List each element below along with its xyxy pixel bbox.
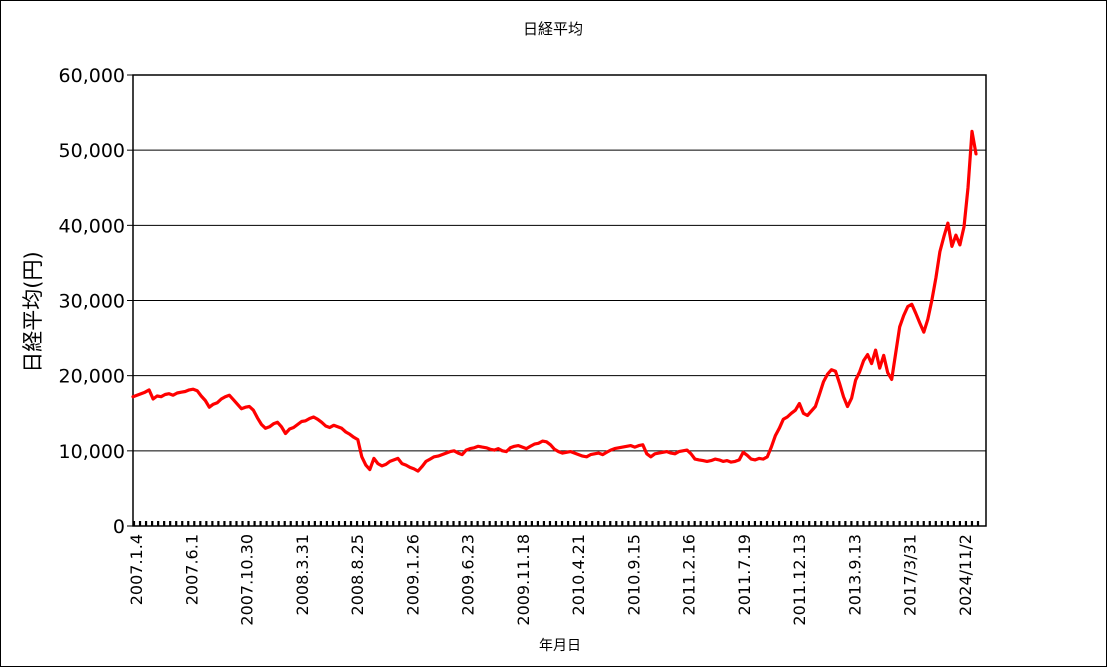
x-tick-label-1: 2007.6.1 xyxy=(182,534,201,605)
x-axis-tick-labels: 2007.1.4 2007.6.1 2007.10.30 2008.3.31 2008.… xyxy=(127,534,975,626)
y-tick-label-4: 40,000 xyxy=(59,215,125,237)
y-tick-label-5: 50,000 xyxy=(59,140,125,162)
x-tick-label-6: 2009.6.23 xyxy=(459,534,478,615)
y-axis-title: 日経平均(円) xyxy=(21,251,45,372)
x-axis-tick-marks xyxy=(132,521,980,526)
series-line-0 xyxy=(131,129,978,473)
x-tick-label-9: 2010.9.15 xyxy=(624,534,643,615)
x-tick-label-10: 2011.2.16 xyxy=(680,534,699,615)
x-tick-label-13: 2013.9.13 xyxy=(845,534,864,615)
x-tick-label-7: 2009.11.18 xyxy=(514,534,533,626)
x-tick-label-12: 2011.12.13 xyxy=(790,534,809,626)
y-tick-label-1: 10,000 xyxy=(59,441,125,463)
grid-lines xyxy=(133,149,986,452)
x-tick-label-4: 2008.8.25 xyxy=(348,534,367,615)
y-axis-ticks: 0 10,000 20,000 30,000 40,000 50,000 60,000 xyxy=(59,65,133,538)
x-axis-title: 年月日 xyxy=(539,638,581,654)
chart-title: 日経平均 xyxy=(523,20,583,38)
x-tick-label-0: 2007.1.4 xyxy=(127,534,146,605)
x-tick-label-8: 2010.4.21 xyxy=(569,534,588,615)
y-tick-label-0: 0 xyxy=(113,516,125,538)
x-tick-label-15: 2024/11/2 xyxy=(956,534,975,616)
x-tick-label-5: 2009.1.26 xyxy=(403,534,422,615)
series-group xyxy=(131,129,978,473)
x-tick-label-3: 2008.3.31 xyxy=(293,534,312,615)
x-tick-label-14: 2017/3/31 xyxy=(901,534,920,616)
y-tick-label-3: 30,000 xyxy=(59,291,125,313)
x-tick-label-11: 2011.7.19 xyxy=(735,534,754,615)
y-tick-label-2: 20,000 xyxy=(59,366,125,388)
y-tick-label-6: 60,000 xyxy=(59,65,125,87)
x-tick-label-2: 2007.10.30 xyxy=(238,534,257,626)
